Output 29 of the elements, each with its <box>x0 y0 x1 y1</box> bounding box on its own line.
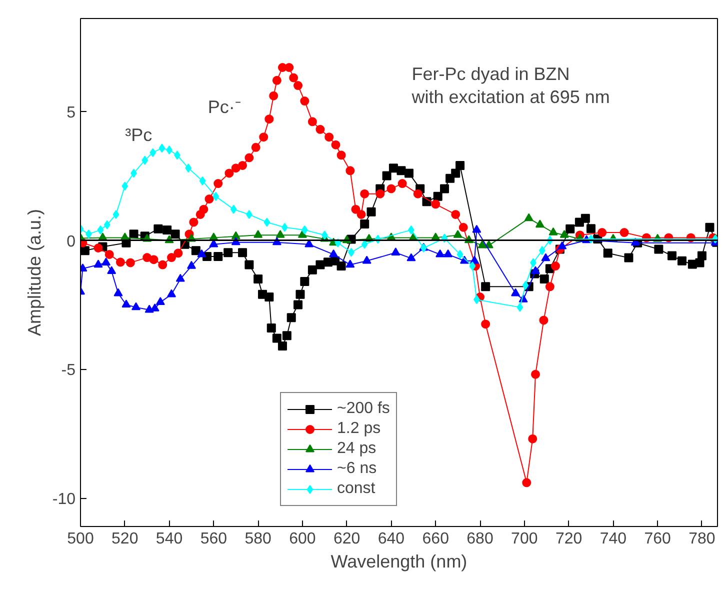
y-tick-label: 0 <box>66 233 76 250</box>
y-tick-label: 5 <box>66 104 76 122</box>
legend-label: 1.2 ps <box>337 419 381 439</box>
x-tick-label: 640 <box>378 530 405 548</box>
x-tick-label: 760 <box>644 530 672 548</box>
annotation: Fer-Pc dyad in BZN with excitation at 695 nm <box>410 64 610 108</box>
x-tick-label: 500 <box>67 530 94 548</box>
x-tick-label: 720 <box>555 530 582 548</box>
x-axis-title: Wavelength (nm) <box>330 552 468 572</box>
x-tick-label: 620 <box>333 530 360 548</box>
legend-label: ~200 fs <box>337 399 390 419</box>
y-tick-label: -10 <box>52 491 76 508</box>
x-tick-label: 600 <box>289 530 316 548</box>
legend-label: 24 ps <box>337 439 376 459</box>
x-tick-label: 540 <box>156 530 183 548</box>
y-axis-title: Amplitude (a.u.) <box>24 208 44 336</box>
x-tick-label: 560 <box>200 530 228 548</box>
x-tick-label: 780 <box>688 530 716 548</box>
y-tick-label: -5 <box>61 362 76 380</box>
x-tick-label: 680 <box>466 530 494 548</box>
x-tick-label: 520 <box>112 530 138 548</box>
x-tick-label: 700 <box>511 530 538 548</box>
legend-label: ~6 ns <box>337 459 377 479</box>
x-tick-label: 580 <box>244 530 272 548</box>
annotation: ³Pc <box>125 125 152 146</box>
annotation: Pc·⁻ <box>208 97 241 118</box>
legend-label: const <box>337 479 376 499</box>
x-tick-label: 740 <box>600 530 627 548</box>
x-tick-label: 660 <box>422 530 450 548</box>
